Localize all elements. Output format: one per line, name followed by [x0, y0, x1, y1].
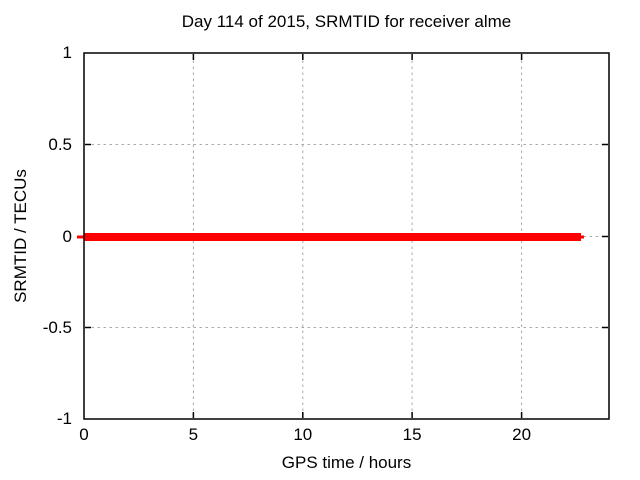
y-tick-label--0.5: -0.5 [42, 317, 72, 337]
y-axis-label: SRMTID / TECUs [11, 169, 30, 303]
chart-title: Day 114 of 2015, SRMTID for receiver alm… [181, 12, 512, 31]
x-tick-label-20: 20 [512, 425, 532, 444]
y-tick-label-1: 1 [62, 43, 72, 62]
x-axis-label: GPS time / hours [281, 453, 412, 472]
x-tick-label-15: 15 [402, 425, 422, 444]
tick-marks [85, 54, 608, 418]
y-tick-label-0.5: 0.5 [48, 134, 72, 154]
y-tick-label-0: 0 [62, 226, 72, 246]
x-tick-label-5: 5 [188, 425, 199, 444]
y-tick-label--1: -1 [56, 409, 72, 428]
x-tick-label-0: 0 [79, 425, 89, 444]
x-tick-label-10: 10 [293, 425, 313, 444]
plot-border [83, 52, 610, 420]
